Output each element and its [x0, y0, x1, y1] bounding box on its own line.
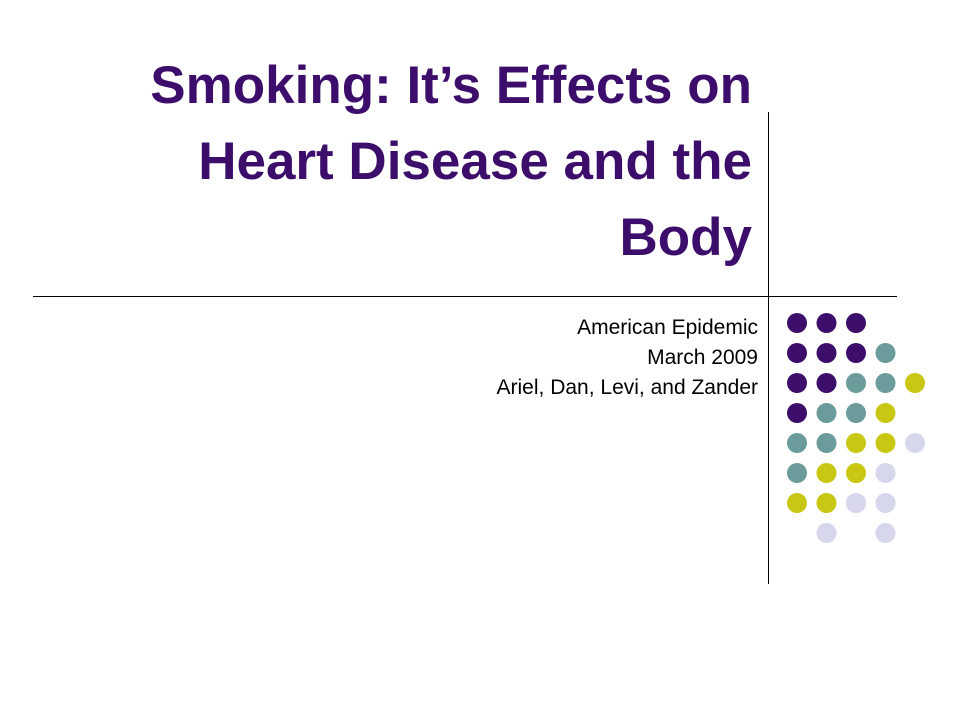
dot-lavender [905, 433, 925, 453]
dot-teal [787, 433, 807, 453]
dot-purple [816, 373, 837, 393]
slide-title: Smoking: It’s Effects on Heart Disease a… [20, 48, 752, 276]
dot-yellow [816, 493, 837, 513]
dot-teal [875, 373, 896, 393]
dot-lavender [846, 493, 866, 513]
dot-yellow [905, 373, 925, 393]
title-line-3: Body [619, 208, 753, 267]
dot-lavender [875, 463, 896, 483]
dot-purple [816, 343, 837, 363]
dot-teal [846, 403, 866, 423]
dot-yellow [846, 463, 866, 483]
title-line-2: Heart Disease and the [198, 132, 752, 191]
dot-lavender [816, 523, 837, 543]
dot-lavender [875, 523, 896, 543]
dot-teal [816, 433, 837, 453]
subtitle-line-1: American Epidemic [577, 316, 758, 339]
dot-yellow [846, 433, 866, 453]
slide-subtitle: American Epidemic March 2009 Ariel, Dan,… [300, 313, 758, 403]
dot-teal [875, 343, 896, 363]
horizontal-divider [33, 296, 897, 297]
dot-purple [846, 313, 866, 333]
dot-purple [816, 313, 837, 333]
dot-yellow [875, 403, 896, 423]
dot-purple [787, 373, 807, 393]
dot-yellow [816, 463, 837, 483]
title-line-1: Smoking: It’s Effects on [150, 56, 752, 115]
dot-teal [816, 403, 837, 423]
dot-purple [846, 343, 866, 363]
dot-teal [787, 463, 807, 483]
dot-purple [787, 313, 807, 333]
dot-purple [787, 403, 807, 423]
dot-lavender [875, 493, 896, 513]
subtitle-line-2: March 2009 [647, 346, 758, 369]
dot-yellow [875, 433, 896, 453]
vertical-divider [768, 112, 769, 584]
subtitle-line-3: Ariel, Dan, Levi, and Zander [496, 376, 758, 399]
dot-purple [787, 343, 807, 363]
dot-yellow [787, 493, 807, 513]
dot-teal [846, 373, 866, 393]
